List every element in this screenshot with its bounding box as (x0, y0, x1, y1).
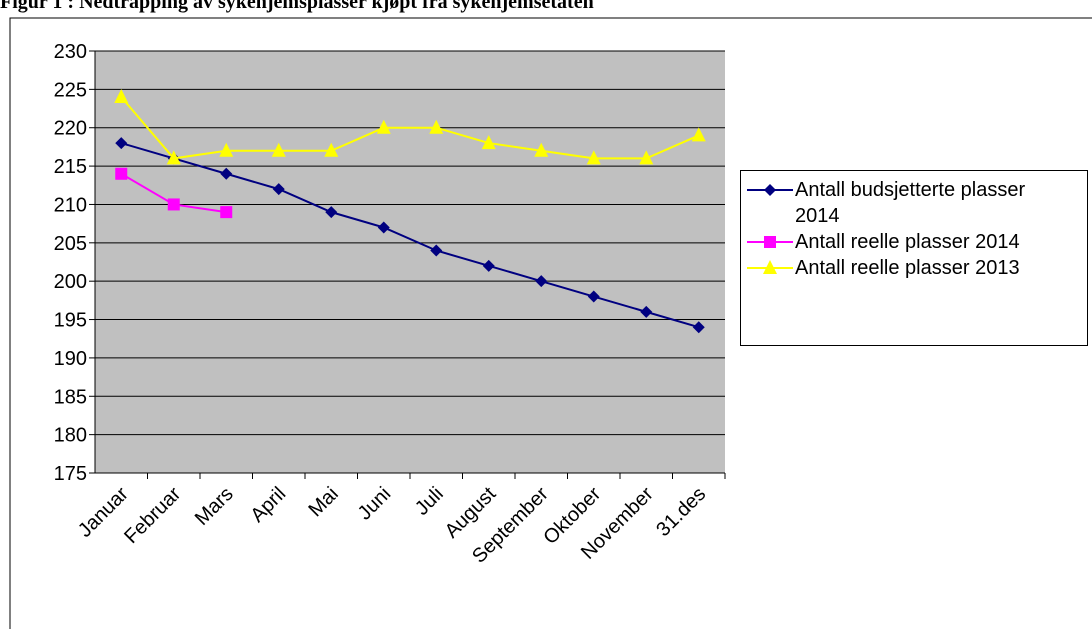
legend-marker (764, 236, 776, 248)
point (535, 275, 548, 288)
x-tick-label: April (246, 483, 290, 527)
y-tick-label: 225 (54, 79, 87, 101)
point (271, 142, 286, 157)
x-tick-label: Mai (304, 483, 342, 521)
x-tick-label: Mars (191, 483, 238, 530)
point (325, 206, 338, 219)
point (167, 198, 180, 211)
x-tick-label: Juli (411, 483, 448, 520)
y-tick-label: 190 (54, 348, 87, 370)
point (586, 150, 601, 165)
point (639, 150, 654, 165)
legend-key (747, 236, 793, 248)
legend-item: Antall reelle plasser 2014 (745, 229, 1083, 255)
point (430, 244, 443, 257)
legend-key (747, 260, 793, 274)
legend-label: Antall reelle plasser 2014 (795, 231, 1020, 253)
point (691, 127, 706, 142)
legend: Antall budsjetterte plasser 2014 Antall r… (740, 170, 1088, 346)
legend-marker (763, 260, 777, 274)
y-tick-label: 230 (54, 41, 87, 63)
point (220, 167, 233, 180)
legend-key (747, 184, 793, 196)
point (115, 167, 128, 180)
legend-label: Antall reelle plasser 2013 (795, 257, 1020, 279)
legend-marker (764, 184, 776, 196)
point (166, 150, 181, 165)
y-tick-label: 180 (54, 425, 87, 447)
legend-label: Antall budsjetterte plasser 2014 (795, 179, 1037, 227)
x-tick-label: 31.des (652, 483, 710, 541)
point (692, 321, 705, 334)
series-line (120, 96, 700, 160)
y-tick-label: 195 (54, 310, 87, 332)
y-tick-label: 200 (54, 271, 87, 293)
legend-item: Antall budsjetterte plasser 2014 (745, 177, 1083, 229)
y-tick-label: 220 (54, 118, 87, 140)
point (377, 221, 390, 234)
y-tick-label: 205 (54, 233, 87, 255)
plot-area (95, 51, 725, 473)
y-tick-label: 210 (54, 194, 87, 216)
y-tick-label: 215 (54, 156, 87, 178)
y-tick-label: 185 (54, 386, 87, 408)
point (587, 290, 600, 303)
point (534, 142, 549, 157)
point (640, 305, 653, 318)
chart-frame (9, 17, 1092, 629)
y-tick-label: 175 (54, 463, 87, 485)
point (429, 119, 444, 134)
chart-title: Figur 1 : Nedtrapping av sykehjemsplasse… (0, 0, 594, 13)
point (219, 142, 234, 157)
point (220, 206, 233, 219)
series-line (120, 142, 700, 329)
point (114, 89, 129, 104)
point (324, 142, 339, 157)
point (272, 183, 285, 196)
point (376, 119, 391, 134)
point (115, 137, 128, 150)
point (482, 259, 495, 272)
x-tick-label: Juni (354, 483, 396, 525)
legend-item: Antall reelle plasser 2013 (745, 255, 1083, 281)
x-tick-label: Februar (120, 483, 185, 548)
point (481, 135, 496, 150)
